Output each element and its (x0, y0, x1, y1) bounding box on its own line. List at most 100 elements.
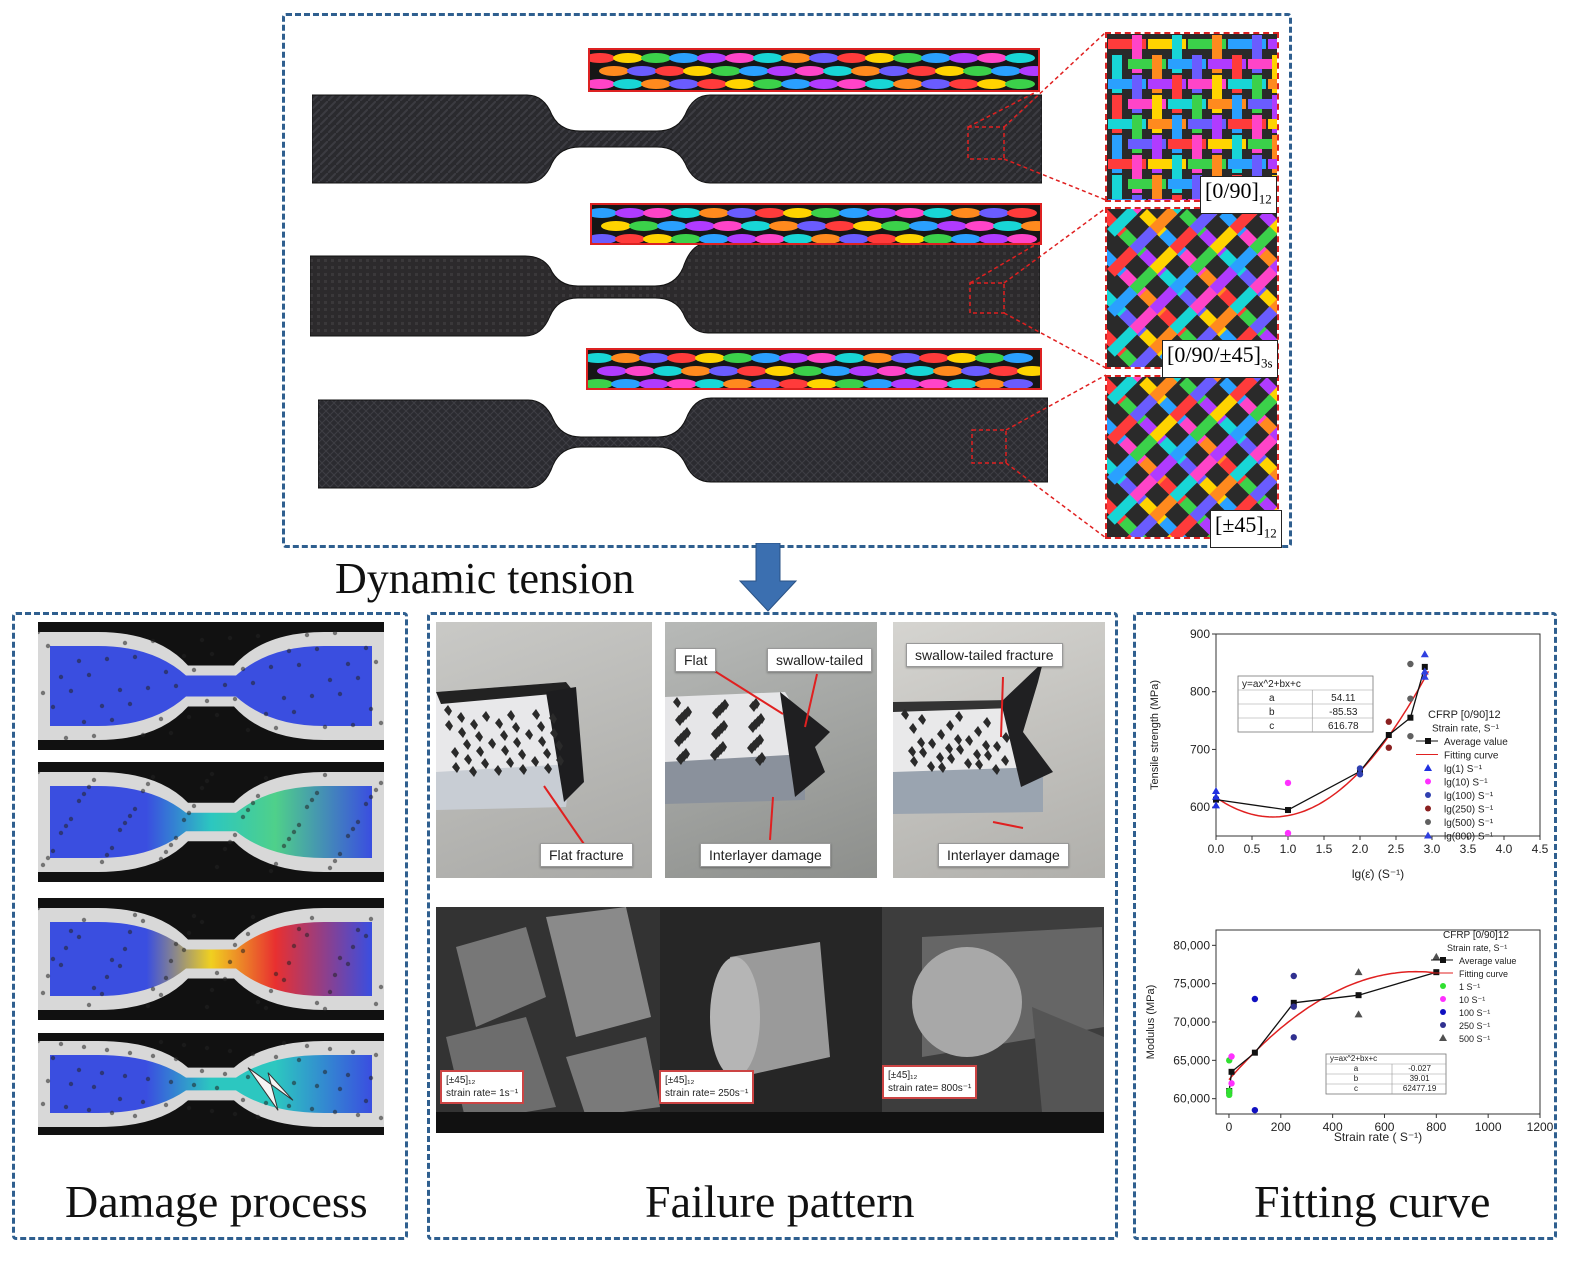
damage-process-title: Damage process (65, 1176, 368, 1227)
legend-entry: Average value (1459, 956, 1516, 966)
fitting-curve-title: Fitting curve (1254, 1176, 1491, 1227)
x-tick-label: 4.0 (1496, 842, 1513, 856)
fit-param-name: a (1269, 693, 1275, 704)
y-tick-label: 800 (1190, 685, 1210, 699)
down-arrow-icon (738, 543, 798, 612)
x-tick-label: 200 (1271, 1120, 1291, 1134)
legend-entry: lg(100) S⁻¹ (1444, 791, 1494, 802)
x-tick-label: 3.0 (1424, 842, 1441, 856)
average-value-point (1433, 969, 1440, 976)
legend-entry: lg(1) S⁻¹ (1444, 764, 1483, 775)
data-point (1385, 744, 1392, 751)
callout-swallow-tailed: swallow-tailed (767, 648, 873, 672)
average-value-point (1228, 1068, 1235, 1075)
sem-label-2: [±45]₁₂ strain rate= 250s⁻¹ (659, 1070, 755, 1104)
legend-entry: Average value (1444, 737, 1508, 748)
zoom-callout-lines (967, 31, 1107, 539)
data-point (1251, 995, 1259, 1003)
cross-section-0-90 (588, 48, 1040, 92)
fracture-photo-swallow (665, 622, 877, 878)
fit-param-value: 616.78 (1328, 721, 1359, 732)
fit-equation: y=ax^2+bx+c (1330, 1054, 1377, 1063)
data-point (1251, 1106, 1259, 1114)
damage-stage-1 (38, 622, 384, 750)
legend-entry: 250 S⁻¹ (1459, 1021, 1490, 1031)
average-value-point (1421, 663, 1428, 670)
data-point (1228, 1080, 1235, 1087)
x-tick-label: 4.5 (1532, 842, 1549, 856)
x-tick-label: 1000 (1475, 1120, 1502, 1134)
y-axis-label: Modulus (MPa) (1145, 985, 1157, 1060)
y-axis-label: Tensile strength (MPa) (1149, 680, 1161, 790)
legend-entry: Fitting curve (1444, 751, 1499, 762)
cross-section-0-90-45 (590, 203, 1042, 245)
tensile-strength-chart: 0.0 0.5 1.0 1.5 2.0 2.5 3.0 3.5 4.0 4.5 600 700 800 9… (1149, 627, 1549, 881)
x-tick-label: 0 (1226, 1120, 1233, 1134)
average-value-point (1290, 999, 1297, 1006)
x-tick-label: 0.5 (1244, 842, 1261, 856)
callout-swallow-tailed-fracture: swallow-tailed fracture (906, 643, 1063, 667)
legend-entry: 1 S⁻¹ (1459, 982, 1480, 992)
legend: CFRP [0/90]12 Strain rate, S⁻¹ Average val… (1416, 709, 1508, 843)
data-point (1432, 952, 1441, 960)
cross-section-45 (586, 348, 1042, 390)
legend-subtitle: Strain rate, S⁻¹ (1447, 943, 1507, 953)
failure-panel-frame (427, 612, 1118, 1240)
damage-stage-2 (38, 762, 384, 882)
legend-title: CFRP [0/90]12 (1443, 930, 1509, 941)
legend-entry: lg(250) S⁻¹ (1444, 805, 1494, 816)
legend-subtitle: Strain rate, S⁻¹ (1432, 724, 1500, 735)
data-point (1354, 1010, 1363, 1018)
average-value-point (1355, 992, 1362, 999)
legend: CFRP [0/90]12 Strain rate, S⁻¹ Average val… (1431, 930, 1516, 1044)
fitting-curve-line (1215, 670, 1430, 818)
fitting-curve-line (1228, 970, 1437, 1081)
fit-param-name: c (1269, 721, 1274, 732)
fit-equation: y=ax^2+bx+c (1242, 679, 1301, 690)
fit-param-name: c (1354, 1084, 1358, 1093)
x-tick-label: 400 (1323, 1120, 1343, 1134)
x-tick-label: 2.5 (1388, 842, 1405, 856)
fit-param-name: b (1354, 1074, 1359, 1083)
data-point (1212, 801, 1220, 809)
specimen-photo-45 (318, 397, 1048, 489)
data-point (1385, 718, 1392, 725)
average-value-line (1215, 666, 1426, 811)
callout-flat-fracture: Flat fracture (540, 843, 633, 867)
data-point (1356, 765, 1364, 772)
sem-image-3 (882, 907, 1104, 1133)
x-tick-label: 2.0 (1352, 842, 1369, 856)
x-tick-label: 1200 (1527, 1120, 1554, 1134)
data-point (1290, 1003, 1297, 1010)
legend-entry: lg(800) S⁻¹ (1444, 832, 1494, 843)
fit-param-value: 62477.19 (1403, 1084, 1437, 1093)
legend-title: CFRP [0/90]12 (1428, 709, 1501, 721)
legend-entry: 100 S⁻¹ (1459, 1008, 1490, 1018)
legend-entry: Fitting curve (1459, 969, 1508, 979)
fitting-panel-frame (1133, 612, 1557, 1240)
top-panel-frame (282, 13, 1292, 548)
average-value-point (1285, 807, 1291, 814)
x-tick-label: 3.5 (1460, 842, 1477, 856)
data-point (1420, 667, 1429, 675)
sem-image-2 (660, 907, 882, 1133)
data-point (1407, 695, 1414, 702)
damage-stage-3 (38, 898, 384, 1020)
data-point (1212, 792, 1220, 800)
fracture-photo-flat (436, 622, 652, 878)
x-axis-label: Strain rate ( S⁻¹) (1334, 1130, 1422, 1144)
x-axis-label: lg(ε̇) (S⁻¹) (1352, 867, 1404, 881)
data-point (1420, 650, 1429, 658)
legend-entry: 500 S⁻¹ (1459, 1034, 1490, 1044)
data-point (1226, 1091, 1233, 1099)
y-tick-label: 60,000 (1173, 1092, 1210, 1106)
fit-parameter-table: y=ax^2+bx+c a 54.11 b -85.53 c 616.78 (1237, 675, 1374, 733)
callout-flat: Flat (675, 648, 717, 672)
damage-stage-4 (38, 1033, 384, 1135)
x-tick-label: 1.5 (1316, 842, 1333, 856)
legend-entry: lg(500) S⁻¹ (1444, 818, 1494, 829)
fit-param-value: 39.01 (1410, 1074, 1431, 1083)
legend-entry: lg(10) S⁻¹ (1444, 778, 1488, 789)
x-tick-label: 1.0 (1280, 842, 1297, 856)
x-tick-label: 600 (1374, 1120, 1394, 1134)
